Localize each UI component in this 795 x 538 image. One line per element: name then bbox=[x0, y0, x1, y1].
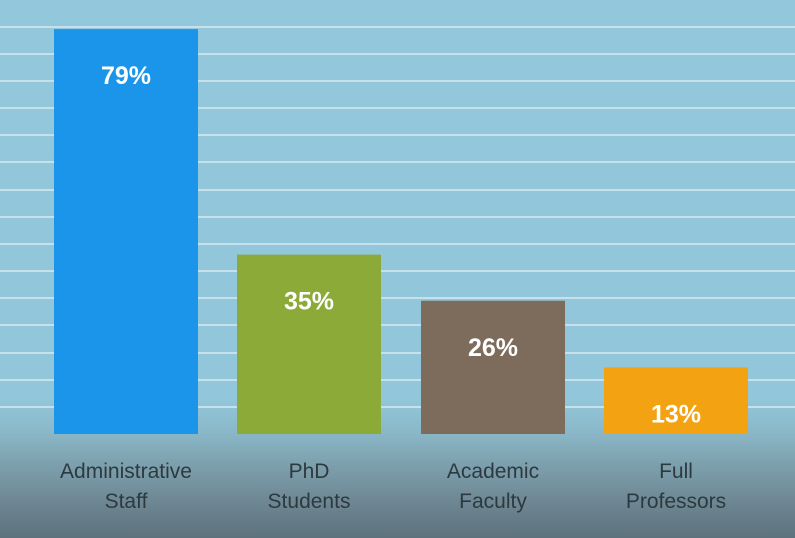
category-label: Administrative bbox=[60, 460, 192, 483]
value-label: 13% bbox=[651, 400, 701, 428]
bar bbox=[237, 254, 381, 434]
value-label: 35% bbox=[284, 288, 334, 316]
category-labels: Administrative Staff PhD Students Academic Fa… bbox=[60, 460, 726, 513]
value-label: 79% bbox=[101, 62, 151, 90]
category-label: Faculty bbox=[459, 490, 527, 513]
bar bbox=[604, 367, 748, 434]
category-label: Full bbox=[659, 460, 693, 483]
value-labels: 79% 35% 26% 13% bbox=[101, 62, 701, 428]
category-label: Professors bbox=[626, 490, 726, 513]
value-label: 26% bbox=[468, 334, 518, 362]
category-label: Staff bbox=[105, 490, 148, 513]
category-label: Students bbox=[268, 490, 351, 513]
category-label: Academic bbox=[447, 460, 539, 483]
category-label: PhD bbox=[289, 460, 330, 483]
bar bbox=[421, 300, 565, 434]
bars bbox=[54, 29, 748, 434]
bar bbox=[54, 29, 198, 434]
